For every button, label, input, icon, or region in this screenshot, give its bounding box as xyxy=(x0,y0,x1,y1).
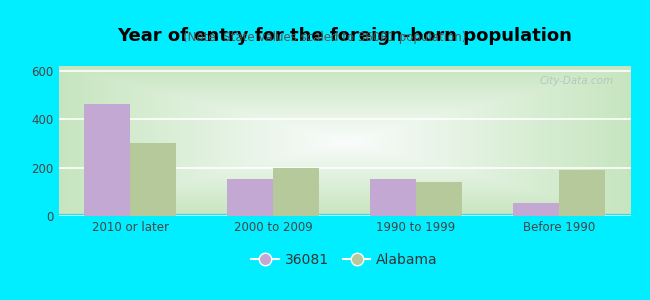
Title: Year of entry for the foreign-born population: Year of entry for the foreign-born popul… xyxy=(117,27,572,45)
Legend: 36081, Alabama: 36081, Alabama xyxy=(246,247,443,272)
Bar xyxy=(416,182,462,216)
Bar xyxy=(84,103,130,216)
Bar xyxy=(370,179,416,216)
Bar xyxy=(227,178,273,216)
Text: (Note: State values scaled to 36081 population): (Note: State values scaled to 36081 popu… xyxy=(183,32,467,44)
Bar xyxy=(514,203,559,216)
Bar xyxy=(273,168,318,216)
Bar xyxy=(559,170,604,216)
Bar xyxy=(130,143,176,216)
Text: City-Data.com: City-Data.com xyxy=(540,76,614,86)
